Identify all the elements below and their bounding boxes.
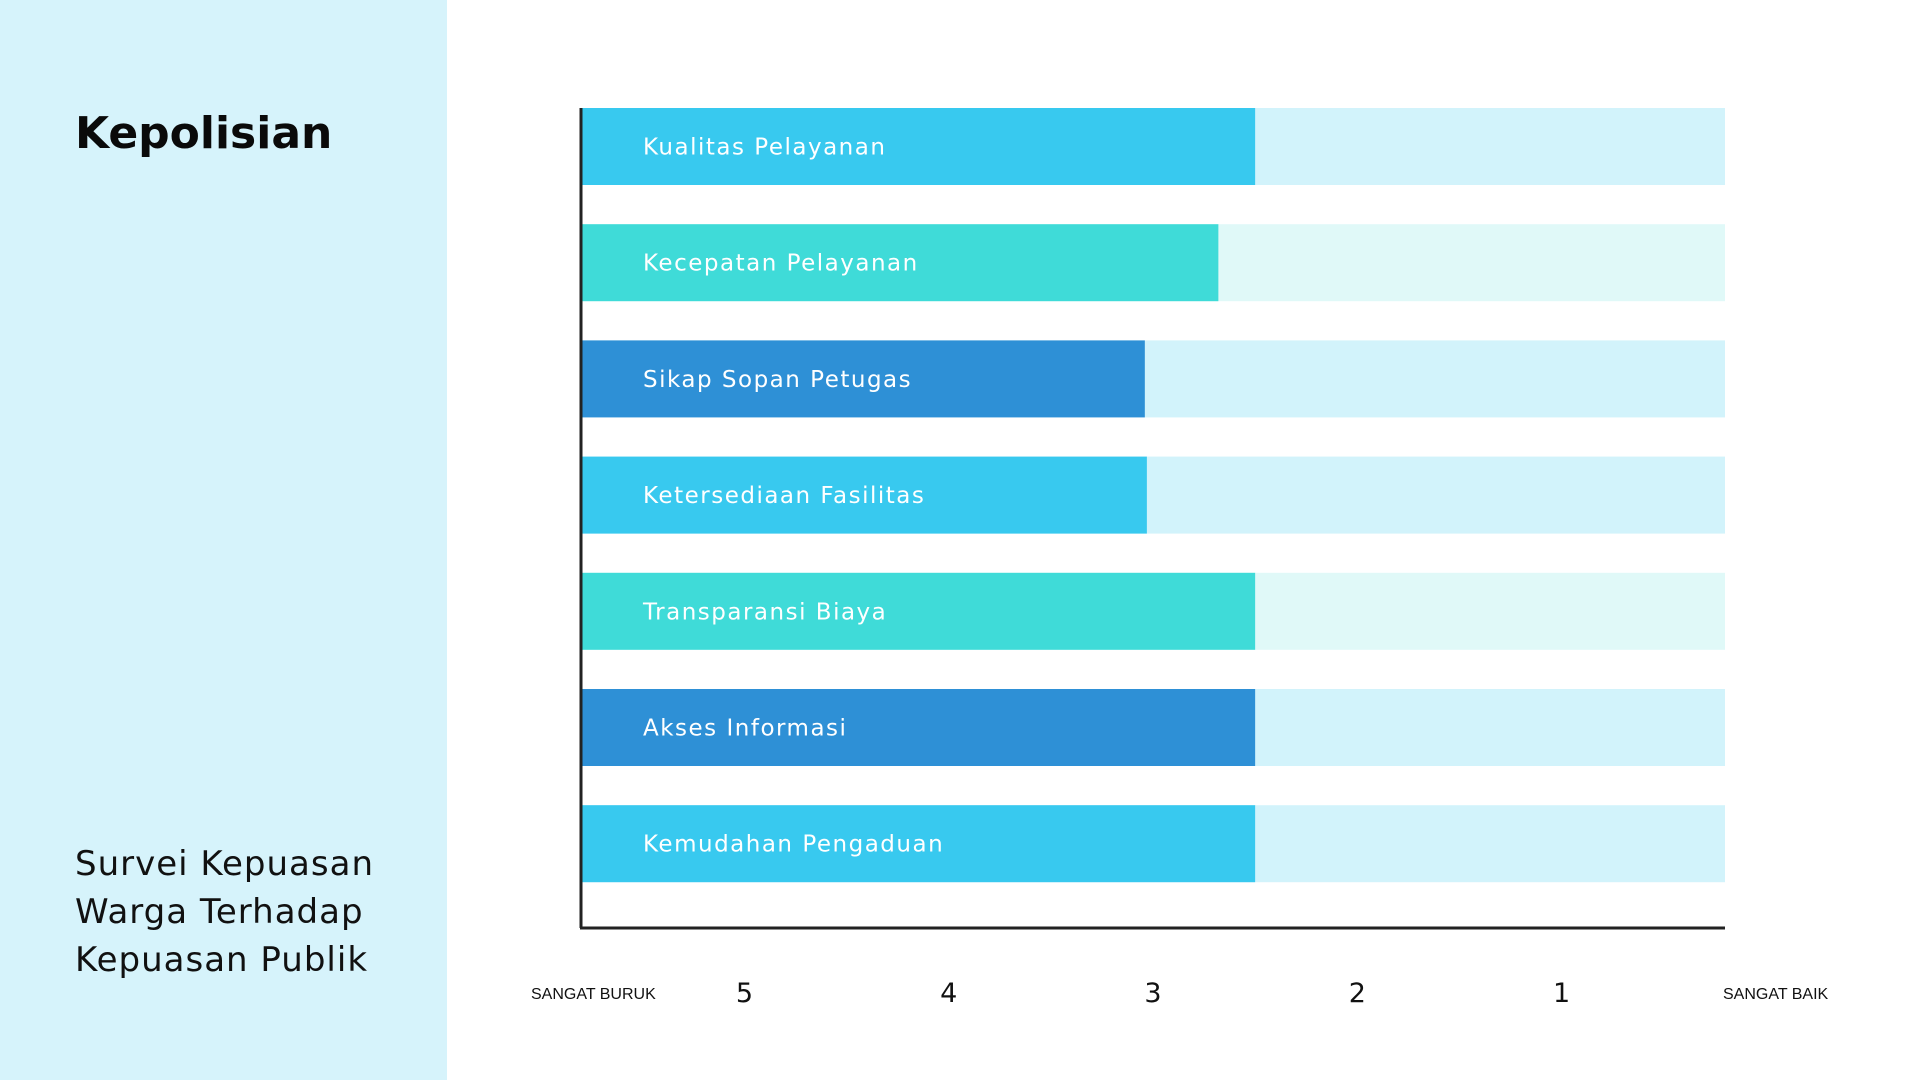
bar — [581, 340, 1145, 418]
page-subtitle: Survei Kepuasan Warga Terhadap Kepuasan … — [75, 840, 435, 984]
sidebar: Kepolisian Survei Kepuasan Warga Terhada… — [0, 0, 447, 1080]
x-min-label: SANGAT BURUK — [531, 986, 656, 1003]
bar — [581, 108, 1256, 185]
bars-layer: Kualitas Pelayanan Kecepatan Pelayanan Sik… — [581, 108, 1725, 883]
x-tick-label: 3 — [1144, 978, 1161, 1009]
x-tick-label: 2 — [1349, 978, 1366, 1009]
x-tick-label: 4 — [940, 978, 957, 1009]
bar-label: Transparansi Biaya — [642, 599, 887, 625]
bar-label: Kemudahan Pengaduan — [643, 832, 944, 858]
bar — [581, 689, 1256, 766]
bar-label: Sikap Sopan Petugas — [643, 367, 912, 393]
bar — [581, 224, 1219, 302]
bar-label: Kualitas Pelayanan — [643, 135, 886, 161]
subtitle-line-2: Warga Terhadap — [75, 892, 364, 932]
bar-label: Ketersediaan Fasilitas — [643, 483, 925, 509]
bar — [581, 805, 1256, 883]
bar — [581, 572, 1256, 650]
x-max-label: SANGAT BAIK — [1723, 986, 1829, 1003]
subtitle-line-1: Survei Kepuasan — [75, 844, 374, 884]
bar-label: Akses Informasi — [643, 716, 847, 742]
bar-label: Kecepatan Pelayanan — [643, 251, 919, 277]
x-tick-label: 1 — [1553, 978, 1570, 1009]
subtitle-line-3: Kepuasan Publik — [75, 940, 369, 980]
bar — [581, 456, 1147, 534]
x-tick-label: 5 — [736, 978, 753, 1009]
x-tick-labels: 5 4 3 2 1 — [736, 978, 1570, 1009]
page-title: Kepolisian — [75, 108, 333, 159]
